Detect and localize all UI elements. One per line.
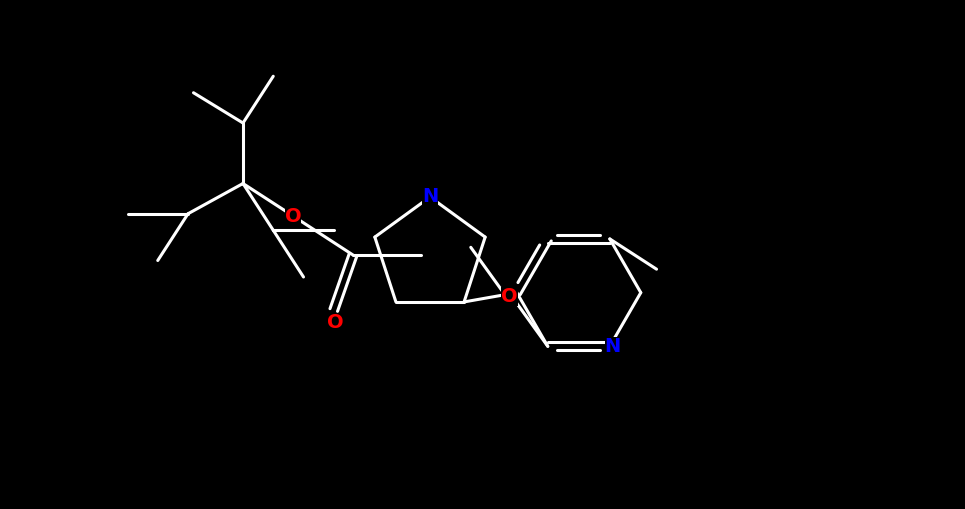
Text: N: N (605, 337, 620, 356)
Text: O: O (285, 207, 301, 226)
Text: O: O (327, 314, 345, 332)
Text: N: N (422, 187, 438, 207)
Text: O: O (501, 287, 517, 306)
